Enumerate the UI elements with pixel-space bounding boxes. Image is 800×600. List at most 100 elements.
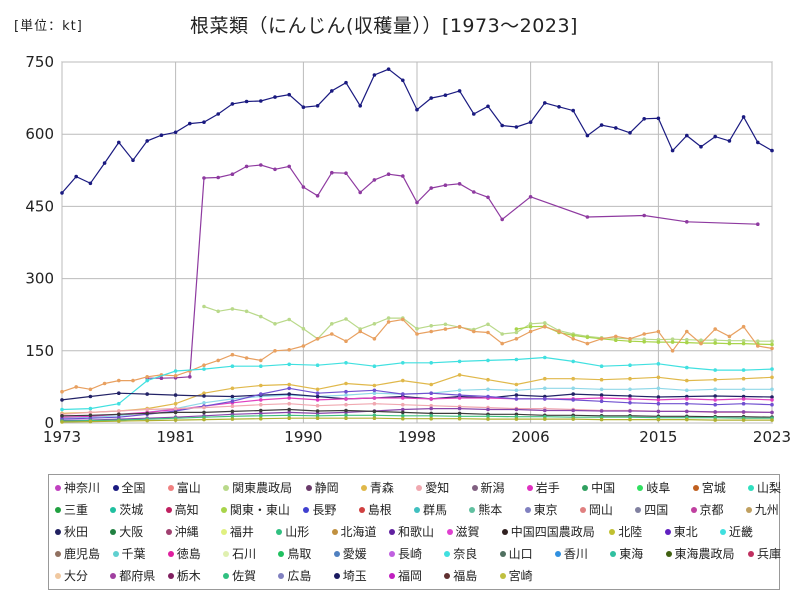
legend-item: 愛知 bbox=[416, 479, 449, 497]
data-point bbox=[741, 387, 746, 392]
legend-swatch bbox=[499, 572, 506, 579]
legend-label: 高知 bbox=[174, 503, 199, 517]
data-point bbox=[372, 322, 377, 326]
data-point bbox=[344, 408, 348, 413]
data-point bbox=[273, 95, 277, 99]
legend-swatch bbox=[526, 484, 533, 491]
data-point bbox=[230, 364, 235, 369]
data-point bbox=[145, 411, 149, 416]
data-point bbox=[756, 339, 760, 344]
legend-item: 広島 bbox=[278, 567, 311, 585]
data-point bbox=[599, 337, 604, 341]
data-point bbox=[117, 391, 121, 396]
data-point bbox=[457, 89, 462, 93]
data-point bbox=[599, 123, 604, 127]
data-point bbox=[628, 337, 632, 341]
data-point bbox=[202, 401, 206, 405]
legend-item: 中国四国農政局 bbox=[501, 523, 595, 541]
legend-label: 沖縄 bbox=[174, 525, 199, 539]
data-point bbox=[685, 409, 689, 414]
data-point bbox=[699, 338, 703, 343]
data-point bbox=[330, 89, 334, 93]
y-tick-label: 450 bbox=[25, 197, 54, 215]
legend-swatch bbox=[635, 506, 642, 513]
data-point bbox=[713, 341, 717, 345]
data-point bbox=[273, 167, 277, 172]
legend-item: 北陸 bbox=[609, 523, 642, 541]
legend-label: 鳥取 bbox=[287, 547, 312, 561]
data-point bbox=[401, 407, 405, 412]
legend-swatch bbox=[748, 484, 754, 491]
data-point bbox=[599, 393, 604, 397]
legend-label: 兵庫 bbox=[757, 547, 782, 561]
data-point bbox=[230, 394, 235, 399]
data-point bbox=[301, 326, 306, 331]
data-point bbox=[685, 337, 689, 342]
data-point bbox=[401, 317, 405, 322]
data-point bbox=[571, 337, 575, 341]
data-point bbox=[543, 355, 547, 360]
legend-swatch bbox=[305, 484, 312, 491]
legend-swatch bbox=[112, 484, 119, 491]
data-point bbox=[344, 402, 348, 407]
data-point bbox=[131, 158, 135, 162]
data-point bbox=[543, 408, 547, 413]
data-point bbox=[287, 396, 292, 400]
data-point bbox=[259, 99, 263, 103]
data-point bbox=[159, 133, 164, 137]
legend-item: 千葉 bbox=[112, 545, 146, 563]
data-point bbox=[315, 394, 320, 399]
data-point bbox=[287, 386, 292, 391]
legend: 神奈川 全国 富山 関東農政局 静岡 青森 愛知 新潟 岩手 中国 岐阜 宮城 山梨 三重 茨城 高知 関東・東… bbox=[48, 474, 782, 590]
data-point bbox=[486, 377, 490, 382]
legend-swatch bbox=[389, 550, 395, 557]
data-point bbox=[202, 176, 206, 180]
series-line bbox=[61, 408, 773, 422]
legend-swatch bbox=[110, 528, 117, 535]
data-point bbox=[500, 341, 505, 346]
data-point bbox=[685, 378, 689, 383]
legend-item: 徳島 bbox=[167, 545, 201, 563]
data-point bbox=[230, 399, 235, 404]
data-point bbox=[88, 419, 93, 424]
legend-label: 香川 bbox=[563, 547, 588, 561]
data-point bbox=[287, 392, 292, 396]
data-point bbox=[230, 307, 235, 311]
legend-swatch bbox=[414, 506, 420, 513]
legend-label: 東京 bbox=[533, 503, 558, 517]
legend-swatch bbox=[276, 528, 283, 535]
data-point bbox=[457, 359, 462, 364]
series-line bbox=[61, 387, 773, 420]
legend-swatch bbox=[110, 506, 117, 513]
data-point bbox=[372, 413, 377, 418]
data-point bbox=[486, 417, 490, 421]
data-point bbox=[145, 139, 149, 143]
data-point bbox=[173, 418, 178, 422]
data-point bbox=[770, 410, 774, 415]
legend-swatch bbox=[220, 528, 227, 535]
data-point bbox=[344, 361, 348, 365]
legend-swatch bbox=[167, 550, 174, 557]
data-point bbox=[713, 338, 717, 343]
data-point bbox=[358, 329, 363, 334]
data-point bbox=[770, 339, 774, 344]
data-point bbox=[145, 375, 149, 379]
data-point bbox=[770, 148, 774, 153]
legend-item: 都府県 bbox=[110, 567, 155, 585]
data-point bbox=[599, 409, 604, 413]
legend-swatch bbox=[444, 550, 451, 557]
data-point bbox=[628, 131, 632, 135]
legend-swatch bbox=[55, 484, 61, 491]
legend-label: 山梨 bbox=[757, 481, 782, 495]
data-point bbox=[372, 391, 377, 396]
data-point bbox=[727, 341, 732, 346]
data-point bbox=[685, 329, 689, 334]
legend-swatch bbox=[609, 528, 616, 535]
data-point bbox=[259, 358, 263, 363]
data-point bbox=[429, 324, 434, 328]
data-point bbox=[259, 163, 263, 167]
x-tick-label: 1998 bbox=[398, 428, 436, 446]
data-point bbox=[599, 396, 604, 400]
legend-label: 四国 bbox=[644, 503, 669, 517]
